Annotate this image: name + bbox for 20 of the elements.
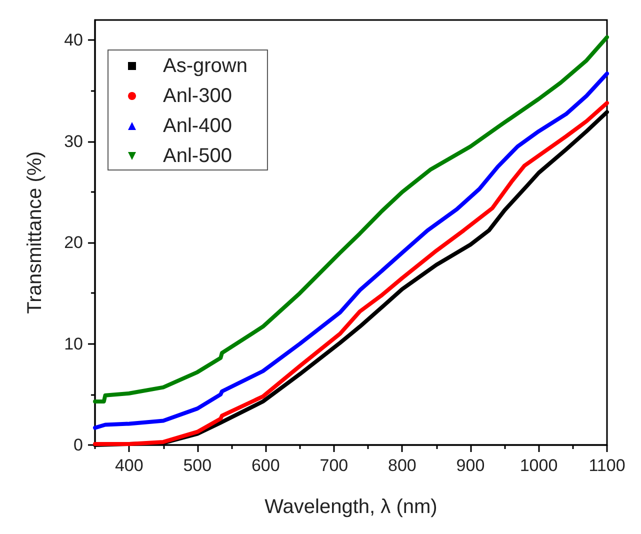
x-tick-label: 800	[388, 456, 416, 475]
legend-label: Anl-300	[163, 85, 232, 107]
x-tick-label: 900	[456, 456, 485, 475]
y-tick-label: 0	[74, 436, 83, 454]
y-tick-label: 30	[64, 132, 83, 151]
x-tick-label: 700	[320, 456, 348, 475]
legend-label: As-grown	[163, 55, 248, 77]
x-tick-label: 500	[183, 456, 212, 475]
y-tick-label: 40	[64, 30, 83, 50]
y-tick-label: 20	[64, 233, 83, 252]
y-tick-label: 10	[64, 334, 83, 354]
legend-label: Anl-500	[163, 145, 232, 167]
x-tick-label: 1000	[520, 456, 558, 475]
y-axis-title: Transmittance (%)	[24, 151, 46, 314]
x-tick-label: 1100	[588, 456, 626, 475]
line-series	[93, 35, 609, 404]
x-tick-label: 600	[251, 456, 280, 475]
x-axis-title: Wavelength, λ (nm)	[264, 496, 438, 518]
x-tick-label: 400	[114, 456, 144, 475]
legend-label: Anl-400	[163, 115, 232, 137]
